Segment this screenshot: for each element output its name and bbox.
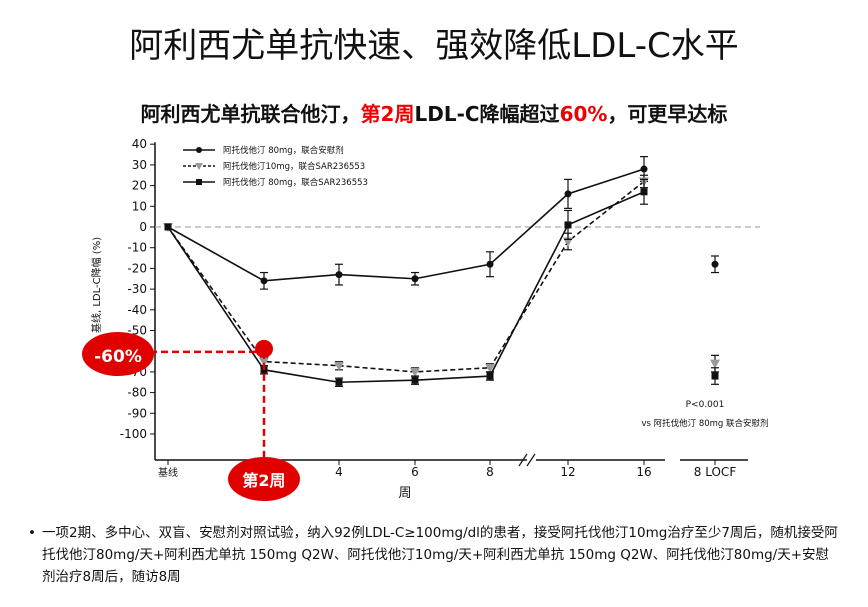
y-tick-label: 0 (139, 220, 147, 234)
data-point (260, 277, 268, 285)
study-footnote: • 一项2期、多中心、双盲、安慰剂对照试验，纳入92例LDL-C≥100mg/d… (28, 522, 838, 588)
callout-week-label: 第2周 (242, 471, 285, 490)
p-value-text: P<0.001 (686, 400, 725, 410)
data-point (410, 367, 420, 377)
legend-marker (196, 179, 202, 185)
legend-marker (196, 147, 202, 153)
callout-value-label: -60% (94, 347, 142, 367)
callout-week-bubble (228, 457, 300, 501)
locf-data-point (711, 260, 719, 268)
legend-label: 阿托伐他汀10mg，联合SAR236553 (223, 161, 365, 172)
y-tick-label: -30 (127, 282, 147, 296)
chart-subtitle: 阿利西尤单抗联合他汀，第2周LDL-C降幅超过60%，可更早达标 (0, 98, 868, 127)
data-point (411, 275, 419, 283)
x-axis-label: 周 (398, 486, 411, 501)
comparison-text: vs 阿托伐他汀 80mg 联合安慰剂 (641, 418, 768, 429)
y-tick-label: -10 (127, 241, 147, 255)
subtitle-part1: 阿利西尤单抗联合他汀， (140, 102, 361, 126)
callout-value-bubble (82, 332, 154, 376)
data-point (640, 165, 648, 173)
x-tick-label: 12 (560, 465, 575, 479)
legend-label: 阿托伐他汀 80mg，联合安慰剂 (223, 145, 344, 156)
callout-point (255, 339, 273, 358)
x-tick-label: 基线 (158, 466, 178, 479)
footnote-text: 一项2期、多中心、双盲、安慰剂对照试验，纳入92例LDL-C≥100mg/dl的… (42, 525, 838, 585)
legend-label: 阿托伐他汀 80mg，联合SAR236553 (223, 177, 368, 188)
data-point (564, 221, 572, 229)
subtitle-percent-highlight: 60% (559, 102, 608, 126)
data-point (640, 188, 648, 196)
y-axis-label: 基线, LDL-C降幅 (%) (90, 237, 103, 333)
subtitle-part3: LDL-C降幅超过 (414, 102, 560, 126)
y-tick-label: 10 (132, 199, 147, 213)
axis-break-mark (518, 453, 528, 467)
data-point (486, 372, 494, 380)
ldl-chart: 403020100-10-20-30-40-50-60-70-80-90-100… (82, 137, 769, 501)
x-tick-label: 6 (411, 465, 419, 479)
data-point (485, 363, 495, 373)
axis-break-mark (526, 453, 536, 467)
data-point (335, 378, 343, 386)
locf-data-point (710, 359, 720, 369)
data-point (411, 376, 419, 384)
y-tick-label: -40 (127, 303, 147, 317)
y-tick-label: -90 (127, 406, 147, 420)
x-tick-label: 8 LOCF (694, 465, 737, 479)
locf-data-point (711, 372, 719, 380)
y-tick-label: -80 (127, 386, 147, 400)
series-line-1 (167, 180, 645, 373)
data-point (164, 223, 172, 231)
subtitle-week-highlight: 第2周 (360, 102, 415, 126)
y-tick-label: 30 (132, 158, 147, 172)
y-tick-label: 20 (132, 179, 147, 193)
data-point (335, 271, 343, 279)
y-tick-label: -20 (127, 261, 147, 275)
data-point (334, 361, 344, 371)
x-tick-label: 8 (486, 465, 494, 479)
legend-marker (195, 163, 203, 170)
data-point (259, 357, 269, 367)
x-tick-label: 4 (335, 465, 343, 479)
subtitle-part5: ，可更早达标 (607, 102, 728, 126)
series-line-2 (167, 191, 645, 384)
bullet-icon: • (28, 525, 36, 541)
y-tick-label: 40 (132, 137, 147, 151)
x-tick-label: 16 (636, 465, 651, 479)
data-point (564, 190, 572, 198)
data-point (486, 260, 494, 268)
page-title: 阿利西尤单抗快速、强效降低LDL-C水平 (129, 26, 739, 66)
y-tick-label: -100 (120, 427, 147, 441)
